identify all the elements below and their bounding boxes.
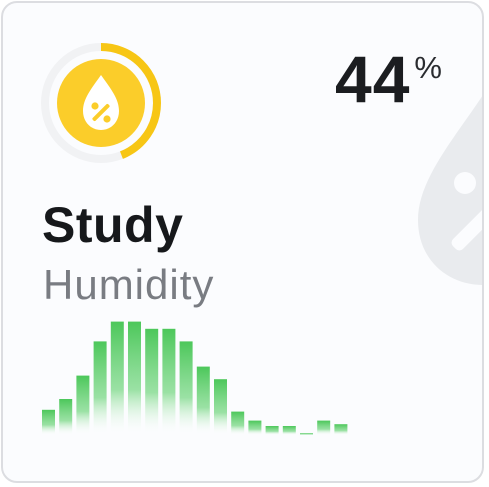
chart-bar [145, 328, 159, 435]
chart-bar [214, 379, 227, 435]
chart-bar [265, 426, 279, 435]
value-unit: % [414, 50, 442, 85]
chart-bar [231, 411, 245, 435]
chart-bar [317, 420, 331, 435]
chart-bar [42, 409, 55, 435]
history-bar-chart [42, 321, 348, 435]
chart-bar [76, 375, 90, 435]
chart-bar [248, 420, 262, 435]
water-percent-icon [83, 75, 119, 130]
humidity-card[interactable]: 44 % Study Humidity [1, 1, 484, 483]
chart-bar [162, 328, 176, 435]
chart-bar [128, 321, 141, 435]
chart-bar [282, 426, 296, 435]
chart-bar [93, 341, 107, 435]
ring-progress [41, 43, 161, 163]
sensor-value: 44 % [335, 43, 442, 123]
value-number: 44 [335, 42, 411, 116]
humidity-icon-badge [39, 41, 163, 165]
chart-bar [196, 366, 210, 435]
chart-bar [179, 341, 193, 435]
card-label: Humidity [43, 261, 215, 308]
chart-bar [110, 321, 124, 435]
chart-bar [334, 424, 348, 435]
chart-bar [300, 433, 313, 435]
water-percent-icon [418, 96, 482, 285]
chart-bar [59, 399, 73, 435]
card-name: Study [42, 197, 184, 253]
